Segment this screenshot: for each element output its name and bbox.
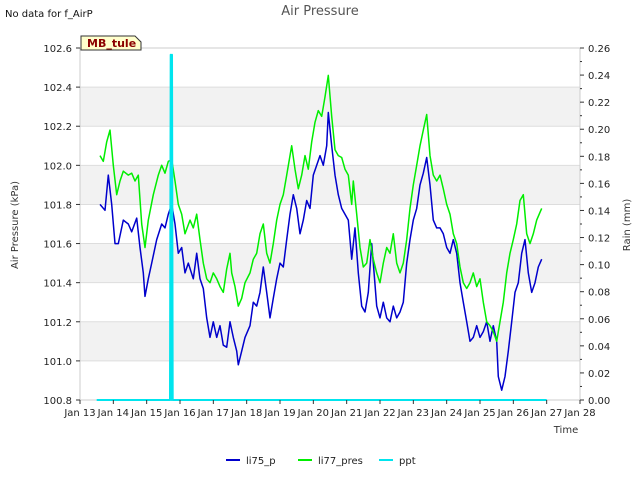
y2-tick-label: 0.08 — [588, 288, 610, 299]
grid-band — [80, 204, 580, 244]
series-line-li77_pres — [99, 74, 543, 343]
y2-tick-label: 0.12 — [588, 234, 610, 245]
series-layer — [96, 53, 547, 401]
y2-tick-label: 0.10 — [588, 261, 610, 272]
y-tick-label: 101.2 — [43, 318, 72, 329]
y2-tick-label: 0.06 — [588, 315, 610, 326]
grid-band — [80, 321, 580, 361]
grid-band — [80, 360, 580, 400]
y-tick-label: 101.0 — [43, 357, 72, 368]
y2-tick-label: 0.04 — [588, 342, 610, 353]
x-tick-label: Jan 15 — [130, 408, 162, 419]
grid-bands — [80, 48, 580, 400]
y-tick-label: 100.8 — [43, 396, 72, 407]
y2-axis-title: Rain (mm) — [622, 199, 633, 252]
x-tick-label: Jan 16 — [163, 408, 195, 419]
grid-band — [80, 243, 580, 283]
legend-label-li77_pres: li77_pres — [318, 456, 363, 467]
x-tick-label: Jan 19 — [263, 408, 295, 419]
y-tick-label: 101.6 — [43, 240, 72, 251]
y2-tick-label: 0.16 — [588, 179, 610, 190]
x-tick-label: Jan 14 — [97, 408, 129, 419]
x-tick-label: Jan 18 — [230, 408, 262, 419]
series-line-li75_p — [99, 111, 543, 391]
x-axis-title: Time — [553, 425, 578, 436]
station-label: MB_tule — [87, 37, 136, 50]
x-tick-label: Jan 20 — [297, 408, 329, 419]
y-tick-label: 101.8 — [43, 200, 72, 211]
y2-tick-label: 0.18 — [588, 152, 610, 163]
station-label-box: MB_tule — [80, 35, 142, 51]
y2-tick-label: 0.00 — [588, 396, 610, 407]
x-tick-label: Jan 17 — [197, 408, 229, 419]
y2-tick-label: 0.24 — [588, 71, 610, 82]
x-tick-label: Jan 22 — [363, 408, 395, 419]
x-tick-label: Jan 25 — [463, 408, 495, 419]
x-tick-label: Jan 24 — [430, 408, 462, 419]
grid-band — [80, 282, 580, 322]
y-axis-title: Air Pressure (kPa) — [10, 181, 21, 269]
chart-title: Air Pressure — [281, 4, 359, 19]
y2-tick-label: 0.22 — [588, 98, 610, 109]
grid-band — [80, 165, 580, 205]
x-tick-label: Jan 23 — [397, 408, 429, 419]
legend-label-li75_p: li75_p — [246, 456, 276, 467]
y-tick-label: 102.0 — [43, 161, 72, 172]
station-label-background — [80, 35, 142, 51]
legend: li75_p li77_pres ppt — [226, 456, 416, 467]
y-tick-label: 102.2 — [43, 122, 72, 133]
grid-band — [80, 48, 580, 88]
y-tick-label: 102.4 — [43, 83, 72, 94]
y2-tick-label: 0.02 — [588, 369, 610, 380]
x-tick-label: Jan 26 — [497, 408, 529, 419]
x-tick-label: Jan 28 — [563, 408, 595, 419]
no-data-note: No data for f_AirP — [5, 9, 93, 20]
y-tick-label: 102.6 — [43, 44, 72, 55]
y2-tick-label: 0.20 — [588, 125, 610, 136]
x-tick-label: Jan 21 — [330, 408, 362, 419]
x-tick-label: Jan 13 — [63, 408, 95, 419]
x-tick-label: Jan 27 — [530, 408, 562, 419]
y-tick-label: 101.4 — [43, 279, 72, 290]
series-line-ppt — [96, 53, 547, 401]
axes: 100.8 101.0 101.2 101.4 101.6 101.8 102.0 102.2… — [43, 44, 610, 419]
y2-tick-label: 0.26 — [588, 44, 610, 55]
y2-tick-label: 0.14 — [588, 206, 610, 217]
legend-label-ppt: ppt — [399, 456, 416, 467]
